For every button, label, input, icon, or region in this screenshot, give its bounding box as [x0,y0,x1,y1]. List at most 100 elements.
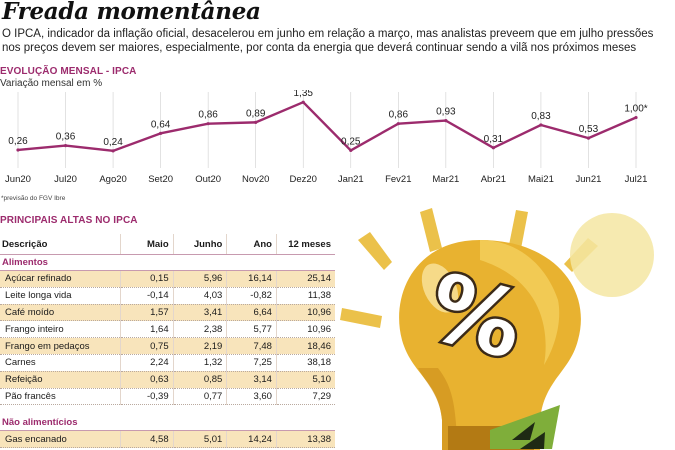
x-tick-label: Jul21 [625,174,648,185]
ipca-line-chart: 0,26 0,36 0,24 0,64 0,86 0,89 1,35 0,25 0,86 0,93… [5,90,648,185]
table-row: Carnes 2,24 1,32 7,25 38,18 [0,354,335,372]
row-value: 13,38 [275,430,335,449]
data-point [63,144,68,148]
row-description: Carnes [0,354,121,372]
row-value: 10,96 [275,304,335,322]
light-bulb-icon: % [340,208,654,450]
table-row: Pão francês -0,39 0,77 3,60 7,29 [0,388,335,406]
row-value: 4,58 [119,430,174,449]
row-value: 7,48 [226,337,277,355]
group-label: Não alimentícios [0,415,335,432]
table-row: Café moído 1,57 3,41 6,64 10,96 [0,304,335,322]
value-label: 0,86 [389,110,409,121]
row-value: 18,46 [275,337,335,355]
ipca-series-line [17,100,637,153]
group-label: Alimentos [0,254,335,271]
leaf-icon [490,405,560,449]
row-value: 0,15 [119,270,174,288]
column-header: Ano [226,234,277,255]
row-value: 5,77 [226,320,277,339]
row-value: 4,03 [172,287,227,305]
row-description: Frango em pedaços [0,337,121,355]
value-label: 0,24 [103,137,123,148]
value-label: 0,25 [341,136,361,147]
group-spacer [0,404,335,416]
row-value: 14,24 [226,430,277,449]
column-header: Junho [172,234,227,255]
value-label: 0,36 [56,132,76,143]
row-value: 11,38 [275,287,335,305]
x-tick-label: Jun20 [5,174,31,185]
row-value: 7,25 [226,354,277,372]
value-label: 0,89 [246,108,266,119]
data-point [159,131,163,135]
row-value: 2,24 [119,354,174,372]
value-label: 0,86 [198,110,218,121]
row-value: -0,82 [226,287,277,305]
data-point [16,148,20,152]
table-row: Açúcar refinado 0,15 5,96 16,14 25,14 [0,270,335,288]
table-body: Alimentos Açúcar refinado 0,15 5,96 16,14 25,… [0,254,335,449]
row-description: Gas encanado [0,430,121,449]
row-description: Refeição [0,371,121,389]
row-value: 5,96 [172,270,227,288]
data-point [254,120,258,124]
data-point [444,119,448,123]
x-tick-label: Abr21 [481,174,506,185]
group-header-row: Alimentos [0,254,335,271]
x-tick-label: Fev21 [385,174,411,185]
row-value: 38,18 [275,354,335,372]
row-value: 16,14 [226,270,277,288]
data-point [206,122,210,126]
chart-grid [17,92,637,168]
value-label: 0,83 [531,111,551,122]
x-tick-label: Ago20 [99,174,126,185]
column-header: Descrição [0,234,121,255]
value-label: 0,93 [436,107,456,118]
data-point [539,123,543,127]
chart-footnote: *previsão do FGV Ibre [1,195,66,202]
value-label: 0,31 [484,134,504,145]
value-label: 1,35 [293,90,313,99]
x-tick-label: Out20 [195,174,221,185]
row-value: 0,63 [119,371,174,389]
x-tick-label: Dez20 [289,174,316,185]
row-value: 5,10 [275,371,335,389]
page-title: Freada momentânea [2,0,261,25]
row-value: 0,85 [172,371,227,389]
table-row: Gas encanado 4,58 5,01 14,24 13,38 [0,430,335,449]
row-value: 3,14 [226,371,277,389]
value-label: 1,00* [624,104,647,115]
data-point [491,146,495,150]
row-value: 7,29 [275,388,335,406]
row-value: 5,01 [172,430,227,449]
chart-section-title: EVOLUÇÃO MENSAL - IPCA [0,66,137,77]
group-header-row: Não alimentícios [0,415,335,432]
data-point [634,115,638,120]
table-header-row: Descrição Maio Junho Ano 12 meses [0,234,335,255]
row-description: Pão francês [0,388,121,406]
x-tick-label: Jan21 [338,174,364,185]
data-point [586,136,591,140]
row-value: -0,14 [119,287,174,305]
data-point [301,100,305,104]
row-value: 10,96 [275,320,335,339]
row-value: -0,39 [119,388,174,406]
column-header: Maio [119,234,174,255]
table-row: Frango em pedaços 0,75 2,19 7,48 18,46 [0,337,335,355]
value-label: 0,26 [8,136,28,147]
chart-points [16,100,638,153]
data-point [111,149,115,153]
table-row: Leite longa vida -0,14 4,03 -0,82 11,38 [0,287,335,305]
column-header: 12 meses [275,234,335,255]
x-tick-label: Set20 [148,174,173,185]
row-value: 1,64 [119,320,174,339]
row-value: 2,19 [172,337,227,355]
row-description: Leite longa vida [0,287,121,305]
row-description: Café moído [0,304,121,322]
x-tick-label: Jul20 [54,174,77,185]
table-row: Frango inteiro 1,64 2,38 5,77 10,96 [0,320,335,339]
bulb-glow-circle [570,213,654,297]
page-subtitle: O IPCA, indicador da inflação oficial, d… [2,28,654,54]
data-point [349,148,353,153]
